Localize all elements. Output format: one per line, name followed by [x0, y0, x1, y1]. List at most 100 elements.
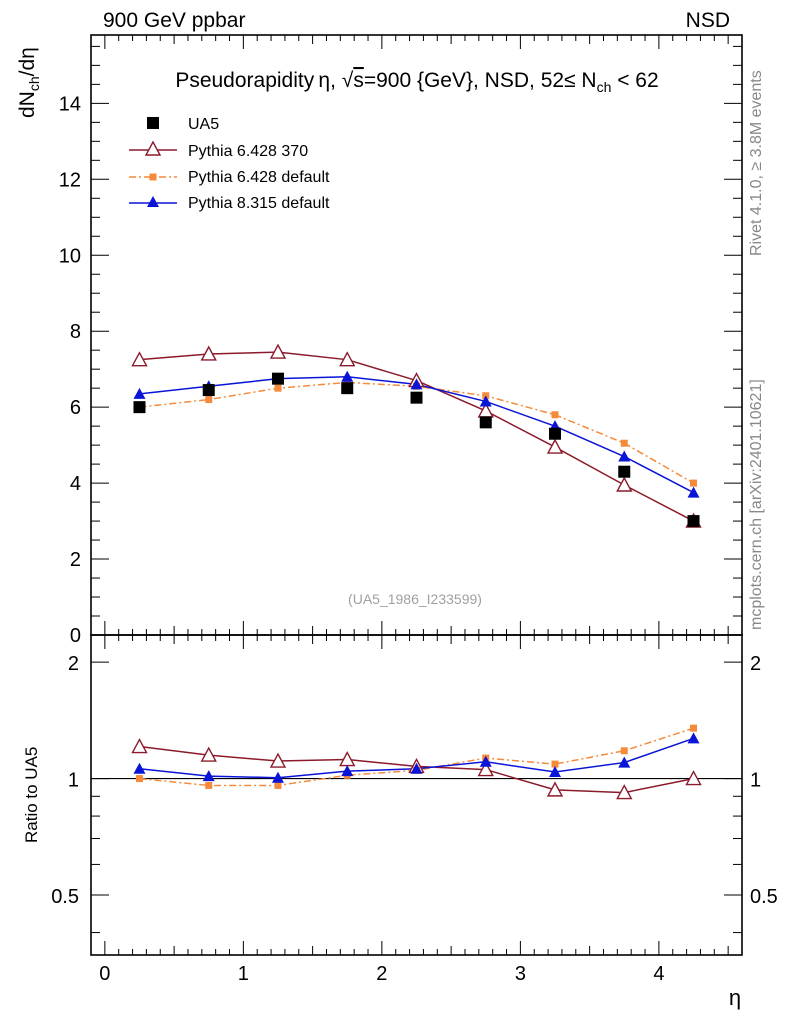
x-tick-label: 3 [515, 963, 526, 985]
main-point-s1 [200, 345, 217, 361]
x-tick-label: 1 [238, 963, 249, 985]
ratio-point-s2 [618, 756, 631, 768]
ratio-point-s2 [202, 770, 215, 782]
main-y-label-post: /dη [16, 47, 39, 76]
main-point-s3 [479, 395, 492, 407]
ratio-point-s2 [341, 765, 354, 777]
ratio-point-s0 [546, 781, 564, 797]
main-point-s0 [549, 427, 562, 440]
x-tick-label: 2 [376, 963, 387, 985]
ratio-point-s2 [410, 762, 423, 774]
title-sub: ch [597, 79, 612, 95]
ratio-y-tick-label-left: 0.5 [51, 886, 79, 908]
ratio-point-s0 [131, 738, 148, 754]
ratio-point-s0 [269, 752, 287, 768]
ratio-frame [90, 634, 743, 956]
main-point-s0 [410, 391, 423, 404]
title-post: < 62 [611, 69, 658, 92]
main-y-tick-label: 12 [59, 169, 81, 191]
ratio-point-s1 [551, 760, 559, 768]
main-y-tick-label: 2 [70, 549, 81, 571]
main-y-tick-label-zero: 0 [70, 625, 81, 647]
main-point-s2 [274, 384, 282, 392]
main-y-tick-label: 6 [70, 397, 81, 419]
legend-marker-ua5 [147, 117, 159, 129]
legend-marker-p6-default [149, 173, 157, 181]
main-y-tick-label: 4 [70, 473, 81, 495]
ratio-y-tick-label-right: 0.5 [750, 886, 778, 908]
ratio-point-s1 [274, 781, 282, 789]
main-point-s3 [410, 378, 423, 390]
main-y-label: dNch/dη [16, 47, 42, 118]
ratio-panel: 0 1 2 3 4 0.5 0.5 1 1 2 2 [51, 634, 778, 985]
ratio-point-s2 [479, 755, 492, 767]
ratio-point-s0 [685, 770, 702, 786]
main-point-s0 [687, 515, 700, 528]
title-mid: =900 {GeV}, NSD, 52≤ N [364, 69, 597, 92]
main-point-s1 [131, 351, 148, 367]
ratio-point-s1 [205, 781, 213, 789]
rivet-label: Rivet 4.1.0, ≥ 3.8M events [748, 70, 765, 256]
main-point-s3 [133, 387, 146, 399]
legend-label-p6-370: Pythia 6.428 370 [188, 143, 308, 160]
ratio-point-s2 [687, 732, 700, 744]
x-tick-label: 0 [99, 963, 110, 985]
legend-marker-p6-370 [144, 140, 162, 156]
ratio-y-tick-label-right: 2 [750, 653, 761, 675]
main-panel: 2 4 6 8 10 12 14 0 [59, 34, 743, 647]
title-pre: Pseudorapidity η, [175, 69, 341, 92]
analysis-watermark: (UA5_1986_I233599) [348, 591, 482, 607]
legend: UA5 Pythia 6.428 370 Pythia 6.428 defaul… [129, 116, 330, 212]
main-point-s0 [341, 382, 354, 395]
legend-label-p8-default: Pythia 8.315 default [188, 195, 330, 212]
main-title: Pseudorapidity η, √s=900 {GeV}, NSD, 52≤… [175, 69, 658, 95]
main-point-s1 [546, 438, 564, 454]
ratio-point-s1 [135, 775, 143, 783]
main-y-label-sub: ch [26, 76, 42, 91]
header-right: NSD [686, 9, 730, 32]
main-point-s1 [616, 476, 633, 492]
title-sqrt: √ [342, 69, 354, 92]
legend-label-ua5: UA5 [188, 116, 219, 133]
ratio-y-tick-label-left: 1 [68, 770, 79, 792]
main-y-tick-label: 10 [59, 245, 81, 267]
header-left: 900 GeV ppbar [103, 9, 245, 32]
main-point-s1 [269, 343, 287, 359]
ratio-point-s1 [690, 724, 698, 732]
ratio-series-line-1 [139, 727, 694, 787]
main-point-s0 [618, 465, 631, 478]
mcplots-label: mcplots.cern.ch [arXiv:2401.10621] [748, 379, 765, 630]
ratio-point-s1 [620, 747, 628, 755]
main-point-s0 [202, 384, 215, 397]
main-point-s2 [551, 411, 559, 419]
ratio-point-s2 [549, 765, 562, 777]
ratio-point-s0 [477, 761, 494, 777]
ratio-point-s2 [133, 762, 146, 774]
main-point-s1 [339, 351, 356, 367]
main-y-tick-label: 14 [59, 93, 81, 115]
main-point-s2 [620, 439, 628, 447]
main-series-line-2 [139, 381, 694, 484]
x-tick-label: 4 [653, 963, 664, 985]
ratio-point-s0 [616, 784, 633, 800]
ratio-y-tick-label-left: 2 [68, 653, 79, 675]
ratio-point-s0 [200, 746, 217, 762]
x-axis-label: η [729, 985, 741, 1010]
main-point-s2 [690, 479, 698, 487]
ratio-y-tick-label-right: 1 [750, 770, 761, 792]
main-point-s0 [271, 372, 284, 385]
legend-marker-p8-default [147, 196, 159, 207]
main-point-s3 [618, 450, 631, 462]
main-point-s2 [205, 396, 213, 404]
main-point-s0 [479, 416, 492, 429]
main-point-s3 [687, 486, 700, 498]
main-point-s3 [341, 370, 354, 382]
title-s: s [353, 69, 364, 92]
main-point-s0 [133, 401, 146, 414]
main-y-label-pre: dN [16, 91, 39, 118]
ratio-y-label: Ratio to UA5 [22, 747, 41, 843]
ratio-point-s2 [271, 771, 284, 783]
legend-label-p6-default: Pythia 6.428 default [188, 169, 330, 186]
